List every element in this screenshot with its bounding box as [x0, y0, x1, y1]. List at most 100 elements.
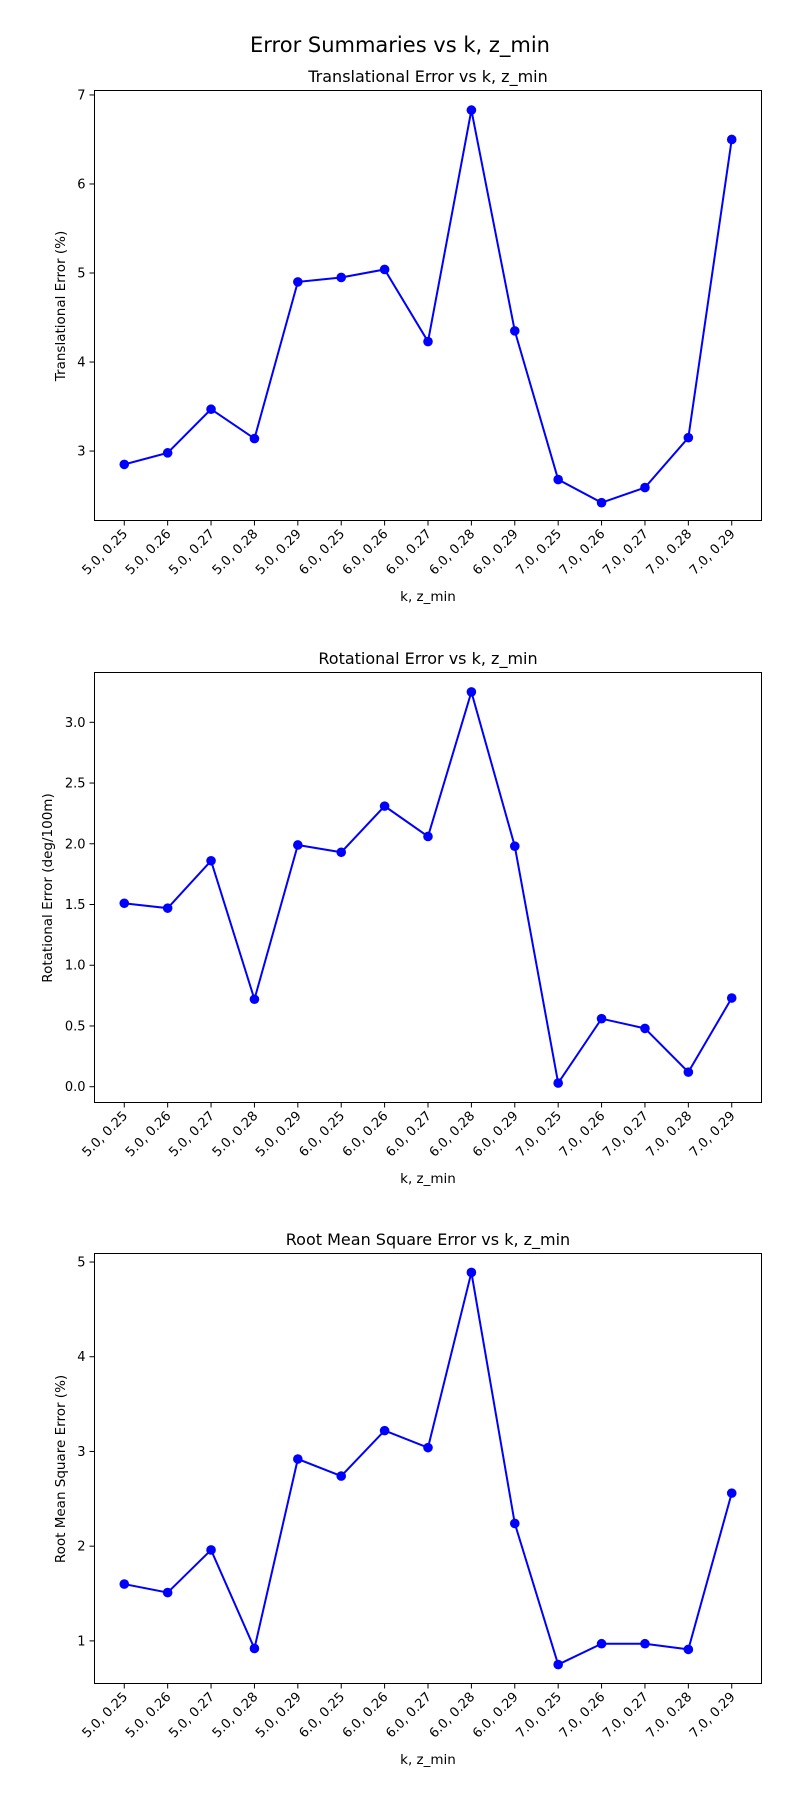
- x-tick-label: 5.0, 0.25: [80, 1109, 132, 1161]
- x-tick-label: 7.0, 0.27: [600, 1109, 652, 1161]
- x-tick-label: 7.0, 0.25: [513, 527, 565, 579]
- plot-frame: [94, 1253, 762, 1684]
- y-tick-label: 5: [77, 267, 85, 282]
- x-axis: 5.0, 0.255.0, 0.265.0, 0.275.0, 0.285.0,…: [80, 1683, 739, 1742]
- y-tick-label: 1: [77, 1634, 85, 1649]
- data-point: [726, 134, 737, 145]
- x-tick-label: 7.0, 0.26: [557, 1690, 609, 1742]
- data-point: [726, 993, 737, 1003]
- data-point: [509, 326, 520, 336]
- data-point: [206, 404, 216, 415]
- x-tick-label: 6.0, 0.29: [470, 527, 522, 579]
- x-tick-label: 5.0, 0.27: [166, 1109, 218, 1161]
- data-point: [379, 264, 390, 275]
- x-tick-label: 5.0, 0.29: [253, 1690, 305, 1742]
- data-point: [509, 841, 520, 852]
- data-point: [596, 497, 607, 508]
- x-tick-label: 7.0, 0.29: [687, 1690, 739, 1742]
- data-point: [336, 847, 347, 858]
- y-tick-label: 1.5: [65, 898, 86, 913]
- x-tick-label: 7.0, 0.28: [644, 1690, 696, 1742]
- data-point: [379, 1425, 390, 1436]
- figure-title: Error Summaries vs k, z_min: [250, 33, 550, 58]
- root-mean-square-error-chart: Root Mean Square Error vs k, z_min 1 2 3 4 5…: [53, 1230, 762, 1768]
- y-tick-label: 7: [77, 88, 85, 103]
- data-point: [249, 994, 260, 1005]
- y-tick-label: 6: [77, 177, 85, 192]
- data-point: [466, 1267, 477, 1278]
- y-tick-label: 2.5: [65, 777, 86, 792]
- plot-frame: [94, 672, 762, 1103]
- data-point: [119, 459, 130, 470]
- data-point: [379, 801, 390, 811]
- y-tick-label: 2.0: [65, 837, 86, 852]
- y-axis-label: Rotational Error (deg/100m): [40, 793, 56, 982]
- y-tick-label: 3: [77, 1445, 85, 1460]
- data-point: [640, 482, 650, 493]
- x-tick-label: 7.0, 0.28: [644, 527, 696, 579]
- y-tick-label: 4: [77, 1350, 85, 1365]
- x-tick-label: 7.0, 0.25: [513, 1690, 565, 1742]
- data-point: [206, 1545, 216, 1555]
- x-axis: 5.0, 0.255.0, 0.265.0, 0.275.0, 0.285.0,…: [80, 1102, 739, 1161]
- data-point: [336, 1471, 347, 1481]
- y-tick-label: 5: [77, 1256, 85, 1271]
- x-tick-label: 5.0, 0.28: [210, 1690, 262, 1742]
- data-point: [162, 448, 173, 458]
- x-tick-label: 7.0, 0.25: [513, 1109, 565, 1161]
- data-point: [119, 1579, 130, 1589]
- data-point: [683, 432, 694, 443]
- data-point: [553, 1078, 563, 1088]
- x-tick-label: 5.0, 0.27: [166, 527, 218, 579]
- y-tick-label: 0.0: [65, 1080, 86, 1095]
- plot-area: [119, 687, 737, 1088]
- x-tick-label: 5.0, 0.29: [253, 527, 305, 579]
- data-point: [683, 1644, 694, 1655]
- data-point: [293, 277, 303, 287]
- data-point: [206, 855, 216, 866]
- data-point: [249, 433, 260, 444]
- rotational-error-chart: Rotational Error vs k, z_min 0.0 0.5 1.0 1.…: [40, 649, 762, 1187]
- data-point: [640, 1023, 650, 1034]
- x-tick-label: 7.0, 0.29: [687, 1109, 739, 1161]
- x-tick-label: 5.0, 0.28: [210, 1109, 262, 1161]
- x-tick-label: 7.0, 0.29: [687, 527, 739, 579]
- plot-frame: [94, 90, 762, 521]
- plot-area: [119, 105, 737, 508]
- x-tick-label: 7.0, 0.26: [557, 1109, 609, 1161]
- data-point: [726, 1488, 737, 1498]
- x-tick-label: 6.0, 0.25: [297, 1109, 349, 1161]
- translational-error-chart: Translational Error vs k, z_min 3 4 5 6 7 5.…: [53, 67, 762, 605]
- x-tick-label: 6.0, 0.26: [340, 527, 392, 579]
- data-point: [683, 1067, 694, 1077]
- x-tick-label: 6.0, 0.26: [340, 1109, 392, 1161]
- data-point: [162, 903, 173, 913]
- x-tick-label: 6.0, 0.28: [427, 1690, 479, 1742]
- y-axis: 3 4 5 6 7: [77, 88, 95, 460]
- y-tick-label: 3.0: [65, 716, 86, 731]
- data-point: [596, 1638, 607, 1649]
- data-point: [119, 898, 130, 909]
- y-tick-label: 2: [77, 1540, 85, 1555]
- data-point: [249, 1643, 260, 1654]
- x-tick-label: 5.0, 0.26: [123, 1109, 175, 1161]
- x-tick-label: 7.0, 0.26: [557, 527, 609, 579]
- x-tick-label: 6.0, 0.28: [427, 527, 479, 579]
- data-point: [466, 687, 477, 697]
- y-tick-label: 0.5: [65, 1019, 86, 1034]
- data-point: [509, 1518, 520, 1529]
- x-axis: 5.0, 0.255.0, 0.265.0, 0.275.0, 0.285.0,…: [80, 520, 739, 579]
- x-tick-label: 5.0, 0.27: [166, 1690, 218, 1742]
- x-tick-label: 5.0, 0.26: [123, 1690, 175, 1742]
- x-tick-label: 6.0, 0.26: [340, 1690, 392, 1742]
- data-point: [162, 1587, 173, 1598]
- plot-area: [119, 1267, 737, 1670]
- x-tick-label: 7.0, 0.27: [600, 1690, 652, 1742]
- x-tick-label: 6.0, 0.27: [383, 527, 435, 579]
- data-point: [293, 1454, 303, 1464]
- data-point: [423, 336, 433, 347]
- data-point: [293, 840, 303, 850]
- y-axis: 0.0 0.5 1.0 1.5 2.0 2.5 3.0: [65, 716, 95, 1095]
- chart-title: Rotational Error vs k, z_min: [318, 649, 537, 669]
